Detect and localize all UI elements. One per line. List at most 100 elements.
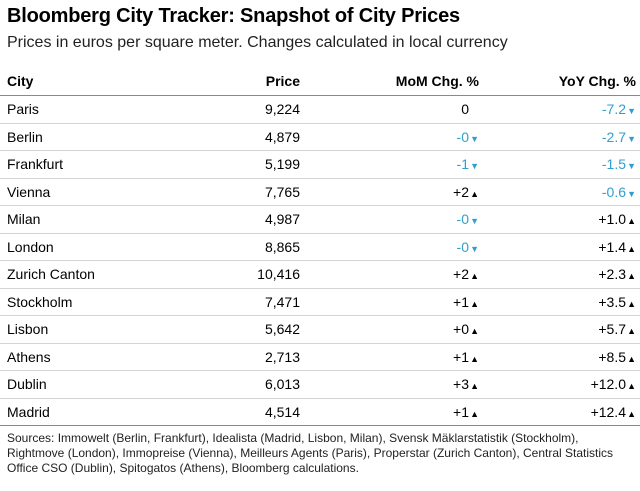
up-arrow-icon: ▲ [470,298,479,309]
price-cell: 10,416 [205,260,304,289]
yoy-cell: -0.6▼ [483,178,640,206]
down-arrow-icon: ▼ [627,133,636,144]
yoy-cell: +2.3▲ [483,260,640,289]
yoy-value: -7.2 [601,101,626,118]
mom-cell: +3▲ [304,370,483,399]
price-cell: 4,987 [205,205,304,234]
table-row: Zurich Canton 10,416 +2▲ +2.3▲ [0,260,640,289]
mom-value: -0 [456,238,469,255]
mom-value: +2 [453,183,469,200]
yoy-cell: -7.2▼ [483,95,640,124]
yoy-value: +12.0 [590,376,626,393]
table-header: City Price MoM Chg. % YoY Chg. % [0,66,640,96]
yoy-value: +12.4 [590,403,626,420]
city-cell: Berlin [0,123,205,151]
mom-cell: +2▲ [304,178,483,206]
mom-cell: -1▼ [304,150,483,179]
mom-cell: +0▲ [304,315,483,344]
down-arrow-icon: ▼ [470,133,479,144]
yoy-value: -1.5 [601,156,626,173]
chart-title: Bloomberg City Tracker: Snapshot of City… [7,5,460,27]
table-body: Paris 9,224 0 -7.2▼ Berlin 4,879 -0▼ -2.7▼ Frank… [0,95,640,426]
up-arrow-icon: ▲ [627,216,636,227]
table-row: Berlin 4,879 -0▼ -2.7▼ [0,123,640,151]
mom-value: +0 [453,321,469,338]
price-cell: 5,642 [205,315,304,344]
mom-value: +2 [453,266,469,283]
yoy-value: +5.7 [598,321,626,338]
city-cell: Madrid [0,398,205,426]
down-arrow-icon: ▼ [627,161,636,172]
sources-note: Sources: Immowelt (Berlin, Frankfurt), I… [7,431,614,475]
city-cell: London [0,233,205,261]
up-arrow-icon: ▲ [470,408,479,419]
table-row: Athens 2,713 +1▲ +8.5▲ [0,343,640,371]
up-arrow-icon: ▲ [627,271,636,282]
up-arrow-icon: ▲ [470,271,479,282]
price-table: City Price MoM Chg. % YoY Chg. % Paris 9,… [0,66,640,426]
mom-cell: -0▼ [304,205,483,234]
up-arrow-icon: ▲ [627,353,636,364]
up-arrow-icon: ▲ [470,326,479,337]
mom-cell: -0▼ [304,123,483,151]
price-cell: 7,765 [205,178,304,206]
up-arrow-icon: ▲ [470,353,479,364]
yoy-cell: +3.5▲ [483,288,640,316]
mom-cell: -0▼ [304,233,483,261]
up-arrow-icon: ▲ [627,326,636,337]
price-cell: 9,224 [205,95,304,124]
yoy-cell: +5.7▲ [483,315,640,344]
price-cell: 2,713 [205,343,304,371]
city-cell: Milan [0,205,205,234]
header-row: City Price MoM Chg. % YoY Chg. % [0,66,640,96]
city-cell: Stockholm [0,288,205,316]
up-arrow-icon: ▲ [470,188,479,199]
table-row: London 8,865 -0▼ +1.4▲ [0,233,640,261]
mom-cell: +1▲ [304,398,483,426]
table-row: Vienna 7,765 +2▲ -0.6▼ [0,178,640,206]
mom-cell: +1▲ [304,343,483,371]
price-cell: 7,471 [205,288,304,316]
mom-value: +1 [453,348,469,365]
table-row: Dublin 6,013 +3▲ +12.0▲ [0,370,640,399]
mom-value: +1 [453,403,469,420]
city-cell: Zurich Canton [0,260,205,289]
table-row: Madrid 4,514 +1▲ +12.4▲ [0,398,640,426]
mom-value: -0 [456,128,469,145]
city-cell: Paris [0,95,205,124]
header-city: City [0,66,205,96]
mom-value: -1 [456,156,469,173]
price-cell: 5,199 [205,150,304,179]
yoy-value: +8.5 [598,348,626,365]
yoy-cell: +8.5▲ [483,343,640,371]
yoy-cell: +1.4▲ [483,233,640,261]
chart-subtitle: Prices in euros per square meter. Change… [7,34,508,51]
table-row: Milan 4,987 -0▼ +1.0▲ [0,205,640,234]
table-row: Frankfurt 5,199 -1▼ -1.5▼ [0,150,640,179]
city-cell: Vienna [0,178,205,206]
down-arrow-icon: ▼ [627,106,636,117]
yoy-cell: +1.0▲ [483,205,640,234]
table-row: Paris 9,224 0 -7.2▼ [0,95,640,124]
header-mom: MoM Chg. % [304,66,483,96]
down-arrow-icon: ▼ [470,161,479,172]
city-cell: Athens [0,343,205,371]
up-arrow-icon: ▲ [627,381,636,392]
price-cell: 8,865 [205,233,304,261]
mom-cell: +2▲ [304,260,483,289]
city-cell: Frankfurt [0,150,205,179]
mom-value: -0 [456,211,469,228]
yoy-cell: -1.5▼ [483,150,640,179]
header-price: Price [205,66,304,96]
yoy-cell: -2.7▼ [483,123,640,151]
yoy-cell: +12.4▲ [483,398,640,426]
mom-cell: +1▲ [304,288,483,316]
yoy-value: +3.5 [598,293,626,310]
city-cell: Lisbon [0,315,205,344]
header-yoy: YoY Chg. % [483,66,640,96]
down-arrow-icon: ▼ [627,188,636,199]
yoy-value: +1.4 [598,238,626,255]
table-row: Stockholm 7,471 +1▲ +3.5▲ [0,288,640,316]
down-arrow-icon: ▼ [470,216,479,227]
